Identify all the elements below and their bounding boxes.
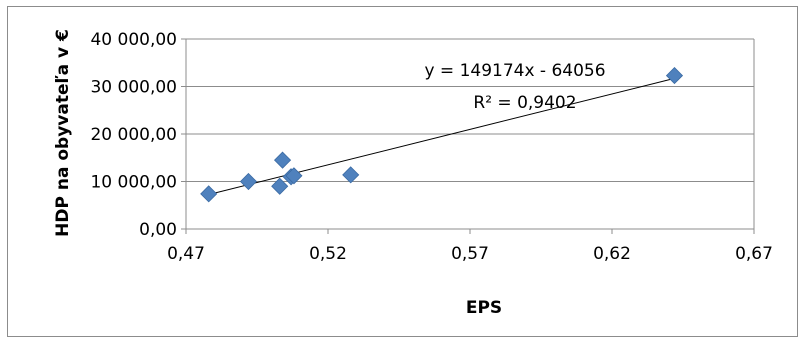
y-tick-label: 20 000,00	[90, 125, 177, 145]
tick-labels: 0,00 10 000,00 20 000,00 30 000,00 40 000,00…	[90, 30, 772, 264]
x-tick-label: 0,47	[167, 244, 205, 264]
data-point	[200, 185, 218, 203]
y-tick-label: 30 000,00	[90, 78, 177, 98]
axes	[181, 38, 755, 234]
x-axis-title: EPS	[466, 298, 502, 318]
data-points	[200, 67, 684, 203]
trendline-line	[205, 77, 675, 196]
y-axis-title: HDP na obyvateľa v €	[53, 29, 73, 237]
data-point	[239, 172, 258, 191]
data-point	[271, 177, 289, 195]
y-tick-label: 40 000,00	[90, 30, 177, 50]
data-point	[665, 67, 684, 85]
y-tick-label: 10 000,00	[90, 173, 177, 193]
trendline	[205, 77, 675, 196]
x-tick-label: 0,62	[593, 244, 631, 264]
data-point	[342, 166, 360, 184]
data-point	[273, 151, 292, 169]
data-point	[285, 167, 303, 185]
y-tick-label: 0,00	[139, 220, 177, 240]
x-tick-label: 0,57	[451, 244, 489, 264]
x-tick-label: 0,67	[735, 244, 773, 264]
x-tick-label: 0,52	[309, 244, 347, 264]
chart-frame	[7, 6, 798, 337]
trendline-equation: y = 149174x - 64056	[424, 61, 605, 81]
r-squared-label: R² = 0,9402	[473, 93, 576, 113]
